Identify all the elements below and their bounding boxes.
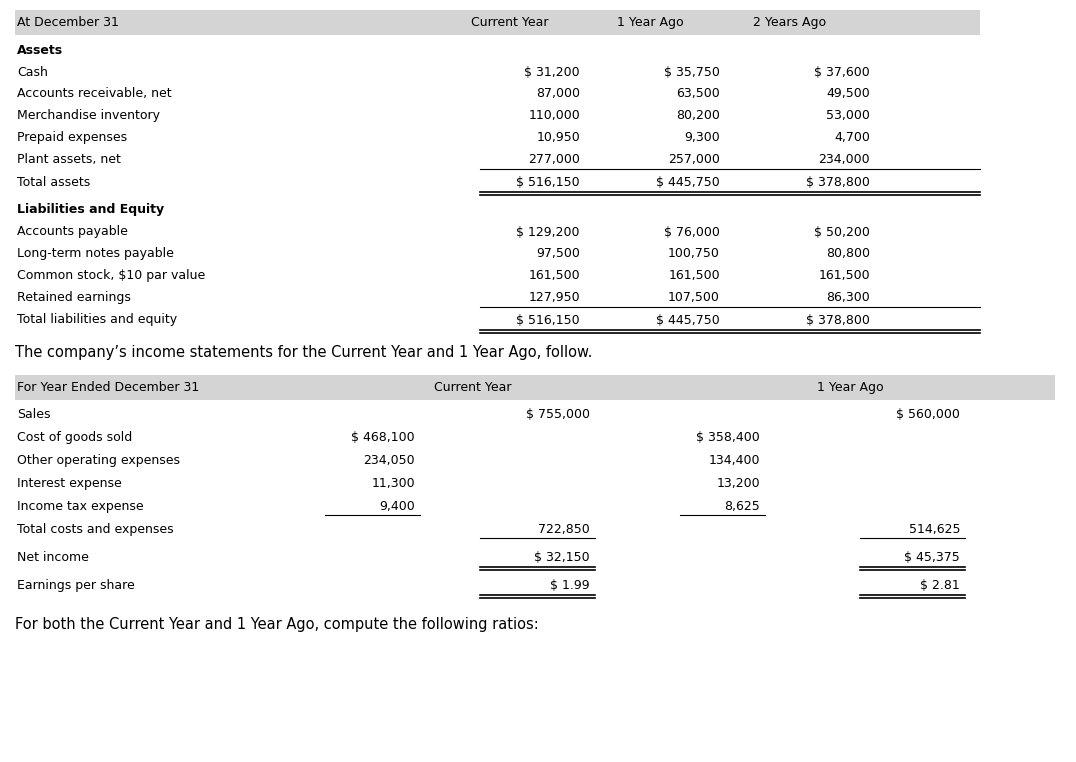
- Text: Cost of goods sold: Cost of goods sold: [17, 431, 132, 444]
- Text: 9,300: 9,300: [684, 132, 720, 145]
- Text: 161,500: 161,500: [528, 270, 580, 283]
- Text: $ 37,600: $ 37,600: [815, 66, 870, 78]
- Text: $ 1.99: $ 1.99: [551, 579, 590, 592]
- Text: $ 445,750: $ 445,750: [656, 313, 720, 326]
- Text: 110,000: 110,000: [528, 110, 580, 123]
- Text: $ 358,400: $ 358,400: [696, 431, 760, 444]
- Text: 514,625: 514,625: [908, 523, 960, 536]
- Text: 161,500: 161,500: [819, 270, 870, 283]
- Text: Cash: Cash: [17, 66, 47, 78]
- Text: 13,200: 13,200: [717, 477, 760, 490]
- Text: 97,500: 97,500: [536, 248, 580, 261]
- Text: Liabilities and Equity: Liabilities and Equity: [17, 203, 165, 216]
- Text: 1 Year Ago: 1 Year Ago: [617, 16, 683, 29]
- Text: 8,625: 8,625: [724, 500, 760, 513]
- Text: 234,050: 234,050: [364, 454, 415, 467]
- Text: Accounts payable: Accounts payable: [17, 226, 128, 239]
- Text: $ 50,200: $ 50,200: [815, 226, 870, 239]
- Text: 10,950: 10,950: [536, 132, 580, 145]
- Text: 63,500: 63,500: [676, 88, 720, 101]
- FancyBboxPatch shape: [15, 10, 980, 35]
- Text: $ 32,150: $ 32,150: [535, 551, 590, 564]
- Text: Long-term notes payable: Long-term notes payable: [17, 248, 174, 261]
- Text: For Year Ended December 31: For Year Ended December 31: [17, 381, 199, 394]
- Text: $ 468,100: $ 468,100: [352, 431, 415, 444]
- Text: Current Year: Current Year: [434, 381, 511, 394]
- Text: $ 516,150: $ 516,150: [516, 313, 580, 326]
- Text: $ 35,750: $ 35,750: [664, 66, 720, 78]
- Text: $ 560,000: $ 560,000: [896, 408, 960, 421]
- Text: $ 76,000: $ 76,000: [664, 226, 720, 239]
- Text: $ 445,750: $ 445,750: [656, 175, 720, 188]
- Text: Sales: Sales: [17, 408, 51, 421]
- Text: Merchandise inventory: Merchandise inventory: [17, 110, 160, 123]
- Text: Earnings per share: Earnings per share: [17, 579, 134, 592]
- Text: 80,200: 80,200: [676, 110, 720, 123]
- Text: 86,300: 86,300: [826, 292, 870, 305]
- Text: Total assets: Total assets: [17, 175, 90, 188]
- Text: 11,300: 11,300: [371, 477, 415, 490]
- Text: Other operating expenses: Other operating expenses: [17, 454, 180, 467]
- Text: Accounts receivable, net: Accounts receivable, net: [17, 88, 172, 101]
- Text: 127,950: 127,950: [528, 292, 580, 305]
- Text: Net income: Net income: [17, 551, 89, 564]
- Text: Total costs and expenses: Total costs and expenses: [17, 523, 173, 536]
- FancyBboxPatch shape: [15, 375, 1054, 400]
- Text: $ 516,150: $ 516,150: [516, 175, 580, 188]
- Text: 722,850: 722,850: [538, 523, 590, 536]
- Text: $ 378,800: $ 378,800: [806, 175, 870, 188]
- Text: 53,000: 53,000: [826, 110, 870, 123]
- Text: 87,000: 87,000: [536, 88, 580, 101]
- Text: Common stock, $10 par value: Common stock, $10 par value: [17, 270, 206, 283]
- Text: 9,400: 9,400: [379, 500, 415, 513]
- Text: 134,400: 134,400: [708, 454, 760, 467]
- Text: $ 378,800: $ 378,800: [806, 313, 870, 326]
- Text: Current Year: Current Year: [471, 16, 549, 29]
- Text: Income tax expense: Income tax expense: [17, 500, 143, 513]
- Text: Prepaid expenses: Prepaid expenses: [17, 132, 127, 145]
- Text: 100,750: 100,750: [668, 248, 720, 261]
- Text: Interest expense: Interest expense: [17, 477, 122, 490]
- Text: Plant assets, net: Plant assets, net: [17, 153, 121, 167]
- Text: 49,500: 49,500: [826, 88, 870, 101]
- Text: 107,500: 107,500: [668, 292, 720, 305]
- Text: $ 755,000: $ 755,000: [526, 408, 590, 421]
- Text: Assets: Assets: [17, 43, 63, 56]
- Text: For both the Current Year and 1 Year Ago, compute the following ratios:: For both the Current Year and 1 Year Ago…: [15, 617, 539, 632]
- Text: $ 31,200: $ 31,200: [524, 66, 580, 78]
- Text: At December 31: At December 31: [17, 16, 118, 29]
- Text: 1 Year Ago: 1 Year Ago: [817, 381, 883, 394]
- Text: Retained earnings: Retained earnings: [17, 292, 131, 305]
- Text: $ 129,200: $ 129,200: [516, 226, 580, 239]
- Text: 4,700: 4,700: [834, 132, 870, 145]
- Text: 257,000: 257,000: [668, 153, 720, 167]
- Text: 234,000: 234,000: [819, 153, 870, 167]
- Text: 2 Years Ago: 2 Years Ago: [753, 16, 826, 29]
- Text: 277,000: 277,000: [528, 153, 580, 167]
- Text: $ 2.81: $ 2.81: [920, 579, 960, 592]
- Text: $ 45,375: $ 45,375: [904, 551, 960, 564]
- Text: Total liabilities and equity: Total liabilities and equity: [17, 313, 178, 326]
- Text: The company’s income statements for the Current Year and 1 Year Ago, follow.: The company’s income statements for the …: [15, 345, 593, 360]
- Text: 161,500: 161,500: [668, 270, 720, 283]
- Text: 80,800: 80,800: [826, 248, 870, 261]
